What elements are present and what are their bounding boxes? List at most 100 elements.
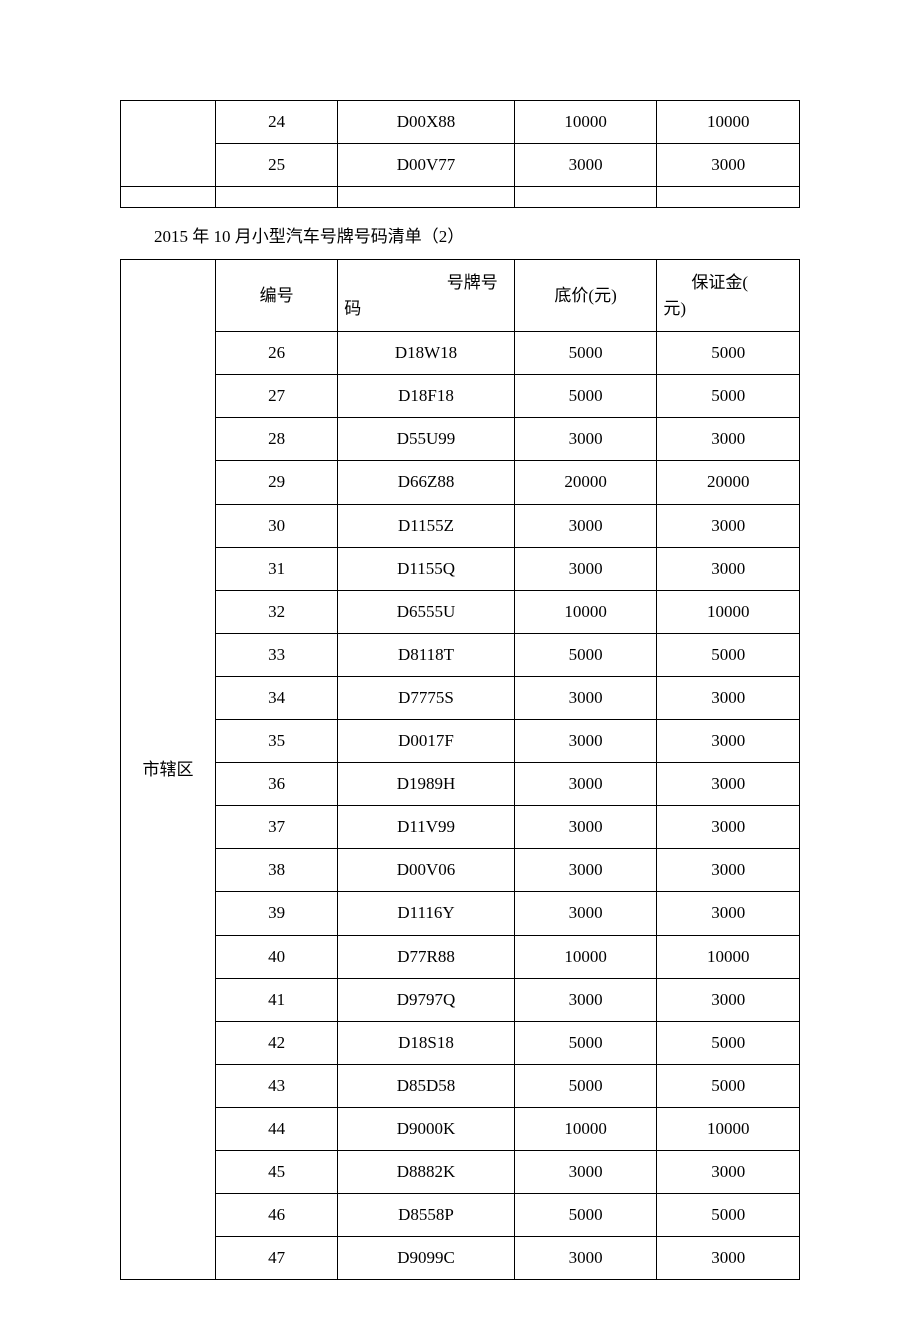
plate-cell: D8558P (338, 1194, 515, 1237)
price-cell: 3000 (514, 144, 657, 187)
table-row: 31D1155Q30003000 (121, 547, 800, 590)
plate-cell: D1116Y (338, 892, 515, 935)
num-cell: 47 (216, 1237, 338, 1280)
price-cell: 3000 (514, 720, 657, 763)
plate-cell: D1155Q (338, 547, 515, 590)
deposit-cell: 3000 (657, 978, 800, 1021)
table-row: 33D8118T50005000 (121, 633, 800, 676)
price-cell: 5000 (514, 1064, 657, 1107)
num-cell: 30 (216, 504, 338, 547)
deposit-cell: 3000 (657, 676, 800, 719)
num-cell: 34 (216, 676, 338, 719)
price-cell: 5000 (514, 332, 657, 375)
table-row: 46D8558P50005000 (121, 1194, 800, 1237)
table2-title: 2015 年 10 月小型汽车号牌号码清单（2） (120, 222, 800, 247)
table-row: 43D85D5850005000 (121, 1064, 800, 1107)
price-cell: 5000 (514, 1194, 657, 1237)
deposit-cell: 20000 (657, 461, 800, 504)
num-cell: 28 (216, 418, 338, 461)
deposit-cell: 5000 (657, 1194, 800, 1237)
plate-cell: D6555U (338, 590, 515, 633)
table-row: 41D9797Q30003000 (121, 978, 800, 1021)
num-cell: 46 (216, 1194, 338, 1237)
plate-cell: D8882K (338, 1150, 515, 1193)
num-cell: 39 (216, 892, 338, 935)
table-row: 34D7775S30003000 (121, 676, 800, 719)
table-row: 25 D00V77 3000 3000 (121, 144, 800, 187)
header-plate-bot: 码 (344, 296, 508, 322)
deposit-cell: 3000 (657, 892, 800, 935)
header-price: 底价(元) (514, 260, 657, 332)
table-row: 47D9099C30003000 (121, 1237, 800, 1280)
deposit-cell: 3000 (657, 547, 800, 590)
region-cell: 市辖区 (121, 260, 216, 1280)
plate-cell: D8118T (338, 633, 515, 676)
table-row: 36D1989H30003000 (121, 763, 800, 806)
plate-cell: D18W18 (338, 332, 515, 375)
price-cell: 3000 (514, 892, 657, 935)
num-cell: 40 (216, 935, 338, 978)
table-row: 42D18S1850005000 (121, 1021, 800, 1064)
plate-cell: D18F18 (338, 375, 515, 418)
num-cell: 27 (216, 375, 338, 418)
deposit-cell: 3000 (657, 144, 800, 187)
table-row-empty (121, 187, 800, 208)
plate-cell: D0017F (338, 720, 515, 763)
plate-cell: D1989H (338, 763, 515, 806)
plate-cell: D11V99 (338, 806, 515, 849)
num-cell: 24 (216, 101, 338, 144)
num-cell: 33 (216, 633, 338, 676)
price-cell: 10000 (514, 101, 657, 144)
plate-cell: D7775S (338, 676, 515, 719)
price-cell: 5000 (514, 633, 657, 676)
price-cell: 3000 (514, 1237, 657, 1280)
num-cell: 42 (216, 1021, 338, 1064)
header-plate-top: 号牌号 (344, 270, 508, 296)
num-cell: 32 (216, 590, 338, 633)
plate-cell: D1155Z (338, 504, 515, 547)
deposit-cell: 3000 (657, 504, 800, 547)
table-row: 28D55U9930003000 (121, 418, 800, 461)
plate-cell: D00V06 (338, 849, 515, 892)
deposit-cell: 5000 (657, 1064, 800, 1107)
price-cell: 3000 (514, 806, 657, 849)
table-row: 45D8882K30003000 (121, 1150, 800, 1193)
num-cell: 43 (216, 1064, 338, 1107)
deposit-cell: 10000 (657, 101, 800, 144)
plate-cell: D18S18 (338, 1021, 515, 1064)
num-cell: 35 (216, 720, 338, 763)
price-cell: 5000 (514, 375, 657, 418)
table-fragment-top: 24 D00X88 10000 10000 25 D00V77 3000 300… (120, 100, 800, 208)
num-cell: 31 (216, 547, 338, 590)
deposit-cell: 5000 (657, 332, 800, 375)
num-cell: 36 (216, 763, 338, 806)
price-cell: 3000 (514, 547, 657, 590)
plate-cell: D00X88 (338, 101, 515, 144)
table-row: 27D18F1850005000 (121, 375, 800, 418)
plate-cell: D77R88 (338, 935, 515, 978)
table-row: 40D77R881000010000 (121, 935, 800, 978)
table-row: 35D0017F30003000 (121, 720, 800, 763)
deposit-cell: 5000 (657, 633, 800, 676)
deposit-cell: 5000 (657, 1021, 800, 1064)
table-row: 38D00V0630003000 (121, 849, 800, 892)
deposit-cell: 10000 (657, 590, 800, 633)
price-cell: 3000 (514, 418, 657, 461)
price-cell: 3000 (514, 849, 657, 892)
deposit-cell: 3000 (657, 849, 800, 892)
header-num: 编号 (216, 260, 338, 332)
deposit-cell: 3000 (657, 1150, 800, 1193)
price-cell: 3000 (514, 676, 657, 719)
price-cell: 10000 (514, 1107, 657, 1150)
table-header-row: 市辖区 编号 号牌号 码 底价(元) 保证金( 元) (121, 260, 800, 332)
num-cell: 41 (216, 978, 338, 1021)
table-row: 44D9000K1000010000 (121, 1107, 800, 1150)
num-cell: 45 (216, 1150, 338, 1193)
region-cell-empty (121, 101, 216, 187)
num-cell: 26 (216, 332, 338, 375)
table-row: 29D66Z882000020000 (121, 461, 800, 504)
num-cell: 25 (216, 144, 338, 187)
num-cell: 29 (216, 461, 338, 504)
price-cell: 10000 (514, 935, 657, 978)
header-deposit-top: 保证金( (663, 270, 793, 296)
